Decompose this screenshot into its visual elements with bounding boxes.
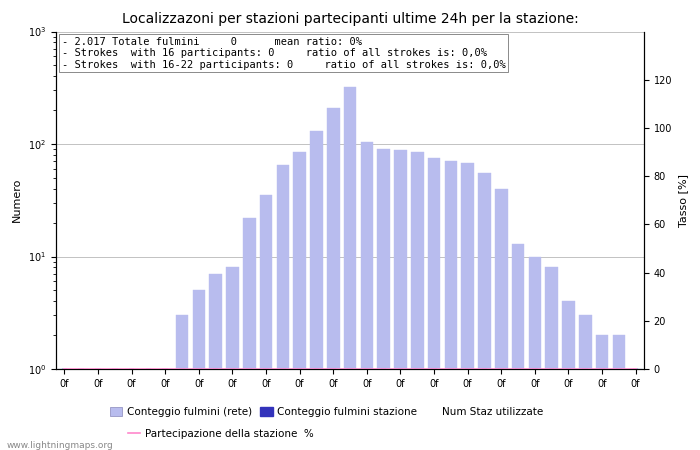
Bar <box>566 369 571 450</box>
Legend: Partecipazione della stazione  %: Partecipazione della stazione % <box>124 425 318 443</box>
Text: www.lightningmaps.org: www.lightningmaps.org <box>7 441 113 450</box>
Bar <box>448 369 454 450</box>
Bar <box>381 369 386 450</box>
Bar <box>293 152 306 450</box>
Bar <box>347 369 353 450</box>
Bar <box>629 369 642 450</box>
Bar <box>596 335 608 450</box>
Bar <box>159 369 172 450</box>
Bar <box>562 301 575 450</box>
Bar <box>612 335 625 450</box>
Bar <box>549 369 554 450</box>
Y-axis label: Tasso [%]: Tasso [%] <box>678 174 688 227</box>
Bar <box>176 315 188 450</box>
Bar <box>230 369 235 450</box>
Bar <box>196 369 202 450</box>
Bar <box>280 369 286 450</box>
Bar <box>428 158 440 450</box>
Bar <box>213 369 218 450</box>
Bar <box>482 369 487 450</box>
Bar <box>579 315 592 450</box>
Bar <box>310 131 323 450</box>
Bar <box>246 369 252 450</box>
Bar <box>78 369 84 450</box>
Bar <box>75 369 88 450</box>
Bar <box>398 369 403 450</box>
Bar <box>193 290 205 450</box>
Bar <box>62 369 67 450</box>
Bar <box>92 369 104 450</box>
Bar <box>260 195 272 450</box>
Bar <box>512 244 524 450</box>
Bar <box>360 142 373 450</box>
Bar <box>377 149 390 450</box>
Bar <box>515 369 521 450</box>
Bar <box>344 87 356 450</box>
Bar <box>314 369 319 450</box>
Title: Localizzazoni per stazioni partecipanti ultime 24h per la stazione:: Localizzazoni per stazioni partecipanti … <box>122 12 578 26</box>
Bar <box>146 369 151 450</box>
Bar <box>108 369 121 450</box>
Bar <box>263 369 269 450</box>
Y-axis label: Numero: Numero <box>13 178 22 222</box>
Bar <box>179 369 185 450</box>
Bar <box>209 274 222 450</box>
Bar <box>297 369 302 450</box>
Bar <box>112 369 118 450</box>
Bar <box>58 369 71 450</box>
Bar <box>411 152 424 450</box>
Bar <box>276 165 289 450</box>
Bar <box>414 369 420 450</box>
Bar <box>95 369 101 450</box>
Bar <box>616 369 622 450</box>
Bar <box>478 173 491 450</box>
Bar <box>125 369 138 450</box>
Bar <box>461 163 474 450</box>
Bar <box>444 162 457 450</box>
Bar <box>495 189 508 450</box>
Bar <box>582 369 588 450</box>
Bar <box>394 150 407 450</box>
Bar <box>327 108 340 450</box>
Bar <box>528 256 541 450</box>
Bar <box>142 369 155 450</box>
Bar <box>226 267 239 450</box>
Bar <box>243 218 256 450</box>
Bar <box>129 369 134 450</box>
Bar <box>599 369 605 450</box>
Bar <box>498 369 504 450</box>
Bar <box>431 369 437 450</box>
Bar <box>162 369 168 450</box>
Bar <box>465 369 470 450</box>
Text: - 2.017 Totale fulmini     0      mean ratio: 0%
- Strokes  with 16 participants: - 2.017 Totale fulmini 0 mean ratio: 0% … <box>62 36 505 70</box>
Bar <box>545 267 558 450</box>
Bar <box>633 369 638 450</box>
Bar <box>364 369 370 450</box>
Bar <box>330 369 336 450</box>
Bar <box>532 369 538 450</box>
